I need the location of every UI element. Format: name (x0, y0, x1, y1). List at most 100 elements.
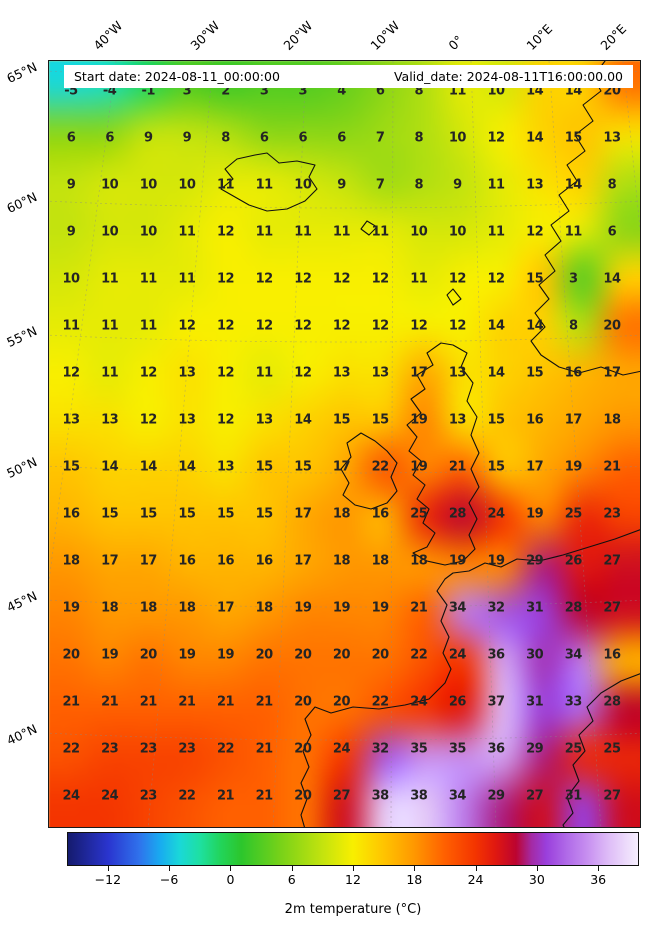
grid-value: 14 (603, 271, 621, 287)
grid-value: 8 (414, 177, 424, 193)
grid-value: 15 (217, 506, 235, 522)
latitude-tick-label: 65°N (4, 59, 40, 86)
grid-value: 10 (294, 177, 312, 193)
grid-value: 18 (371, 553, 390, 569)
grid-value: 14 (139, 459, 158, 475)
grid-value: 13 (101, 412, 119, 428)
colorbar-tick-label: 12 (345, 872, 361, 887)
grid-value: 12 (371, 271, 390, 287)
grid-value: 15 (178, 506, 196, 522)
grid-value: 19 (410, 459, 428, 475)
grid-value: 3 (569, 271, 578, 287)
grid-value: 20 (255, 647, 274, 663)
grid-value: 24 (332, 741, 351, 757)
grid-value: 21 (101, 694, 119, 710)
grid-value: 17 (603, 365, 621, 381)
grid-value: 21 (448, 459, 467, 475)
parallel-line (49, 200, 640, 209)
grid-value: 10 (139, 177, 158, 193)
grid-value: 14 (526, 318, 544, 334)
grid-value: 14 (526, 130, 544, 146)
grid-value: 27 (603, 600, 621, 616)
grid-value: 13 (371, 365, 390, 381)
grid-value: 21 (139, 694, 158, 710)
grid-value: 23 (178, 741, 196, 757)
grid-value: 16 (255, 553, 274, 569)
date-header-bar: Start date: 2024-08-11_00:00:00 Valid_da… (64, 65, 633, 88)
coastline-iceland (220, 152, 318, 212)
grid-value: 16 (217, 553, 235, 569)
grid-value: 22 (371, 694, 390, 710)
grid-value: 12 (255, 271, 274, 287)
grid-value: 16 (62, 506, 80, 522)
meridian-line (147, 61, 214, 827)
grid-value: 3 (182, 83, 192, 99)
grid-value: 36 (487, 741, 505, 757)
grid-value: 13 (526, 177, 544, 193)
grid-value: 10 (139, 224, 158, 240)
grid-value: 9 (453, 177, 462, 193)
grid-value: 17 (526, 459, 544, 475)
grid-value: 21 (255, 694, 274, 710)
meridian-line (272, 61, 307, 827)
grid-value: 27 (603, 553, 621, 569)
grid-value: 26 (448, 694, 467, 710)
grid-value: 8 (221, 130, 230, 146)
parallel-line (49, 599, 640, 608)
grid-value: 29 (526, 553, 544, 569)
grid-value: 14 (564, 177, 583, 193)
colorbar-tick-label: 30 (528, 872, 545, 887)
grid-value: 21 (410, 600, 428, 616)
grid-value: 10 (448, 224, 467, 240)
grid-value: 24 (101, 788, 119, 804)
grid-value: 28 (448, 506, 467, 522)
grid-value: 19 (332, 600, 351, 616)
grid-value: 20 (62, 647, 80, 663)
grid-value: 12 (217, 365, 235, 381)
parallel-line (49, 465, 640, 474)
grid-value: 8 (607, 177, 617, 193)
grid-value: 13 (255, 412, 274, 428)
grid-value: 15 (139, 506, 158, 522)
grid-value: 19 (294, 600, 312, 616)
grid-value: 6 (607, 224, 617, 240)
grid-value: 10 (178, 177, 196, 193)
grid-value: 15 (564, 130, 583, 146)
grid-value: 12 (217, 318, 235, 334)
grid-value: 12 (178, 318, 196, 334)
grid-value: 20 (294, 647, 312, 663)
grid-value: 21 (178, 694, 196, 710)
grid-value: 24 (62, 788, 80, 804)
colorbar-tick-mark (169, 866, 171, 871)
grid-value: 9 (143, 130, 153, 146)
meridian-line (390, 61, 394, 827)
grid-value: 34 (564, 647, 583, 663)
colorbar-tick-label: 18 (406, 872, 423, 887)
grid-value: 15 (294, 459, 312, 475)
grid-value: 20 (332, 647, 351, 663)
grid-value: 38 (371, 788, 390, 804)
grid-value: 24 (410, 694, 428, 710)
grid-value: 15 (526, 365, 544, 381)
grid-value: 23 (101, 741, 119, 757)
grid-value: 11 (487, 224, 505, 240)
longitude-tick-label: 30°W (187, 17, 223, 53)
grid-value: 11 (139, 318, 158, 334)
grid-value: 27 (526, 788, 544, 804)
colorbar (67, 832, 639, 866)
grid-value: 18 (62, 553, 80, 569)
grid-value: 12 (487, 130, 505, 146)
grid-value: 20 (294, 694, 312, 710)
grid-value: 11 (255, 177, 274, 193)
grid-value: 15 (487, 412, 505, 428)
grid-value: 12 (332, 271, 351, 287)
grid-value: 10 (448, 130, 467, 146)
grid-value: 11 (487, 177, 505, 193)
grid-value: 11 (178, 271, 196, 287)
grid-value: 25 (564, 506, 583, 522)
grid-value: 8 (414, 83, 424, 99)
grid-value: 19 (448, 553, 467, 569)
grid-value: 6 (298, 130, 308, 146)
grid-value: 19 (526, 506, 544, 522)
grid-value: 29 (526, 741, 544, 757)
